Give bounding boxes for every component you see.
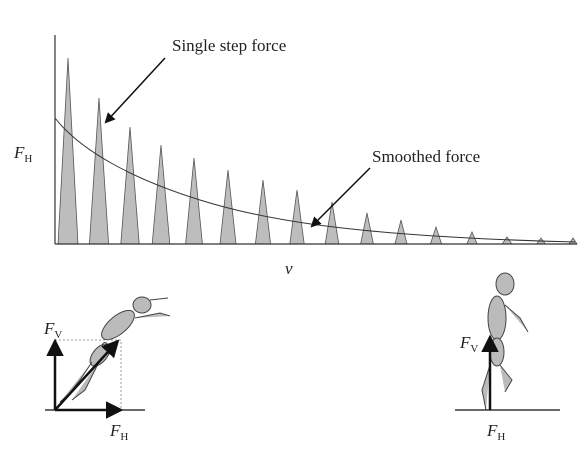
spike xyxy=(324,201,340,245)
annotation: Single step force xyxy=(172,36,286,55)
step-spikes xyxy=(57,57,578,245)
running-figure-left xyxy=(59,296,171,403)
spike xyxy=(568,237,578,245)
running-figure-right xyxy=(481,272,529,411)
spike xyxy=(394,219,408,245)
force-label: FV xyxy=(459,333,478,355)
spike xyxy=(501,236,513,245)
spike xyxy=(57,57,79,245)
annotation-arrow xyxy=(104,57,166,124)
spike xyxy=(360,212,374,245)
x-label: v xyxy=(285,259,293,278)
force-arrow xyxy=(54,339,120,411)
smoothed-curve xyxy=(54,117,576,243)
spike xyxy=(88,97,110,245)
spike xyxy=(120,126,140,245)
force-label: FH xyxy=(486,421,505,443)
spike xyxy=(289,189,305,245)
spike xyxy=(185,157,203,245)
force-label: FV xyxy=(43,319,62,341)
annotation: Smoothed force xyxy=(372,147,480,166)
spike xyxy=(254,179,272,245)
annotation-arrow xyxy=(310,167,371,228)
spike xyxy=(151,144,171,245)
y-label: FH xyxy=(13,143,32,165)
force-label: FH xyxy=(109,421,128,443)
